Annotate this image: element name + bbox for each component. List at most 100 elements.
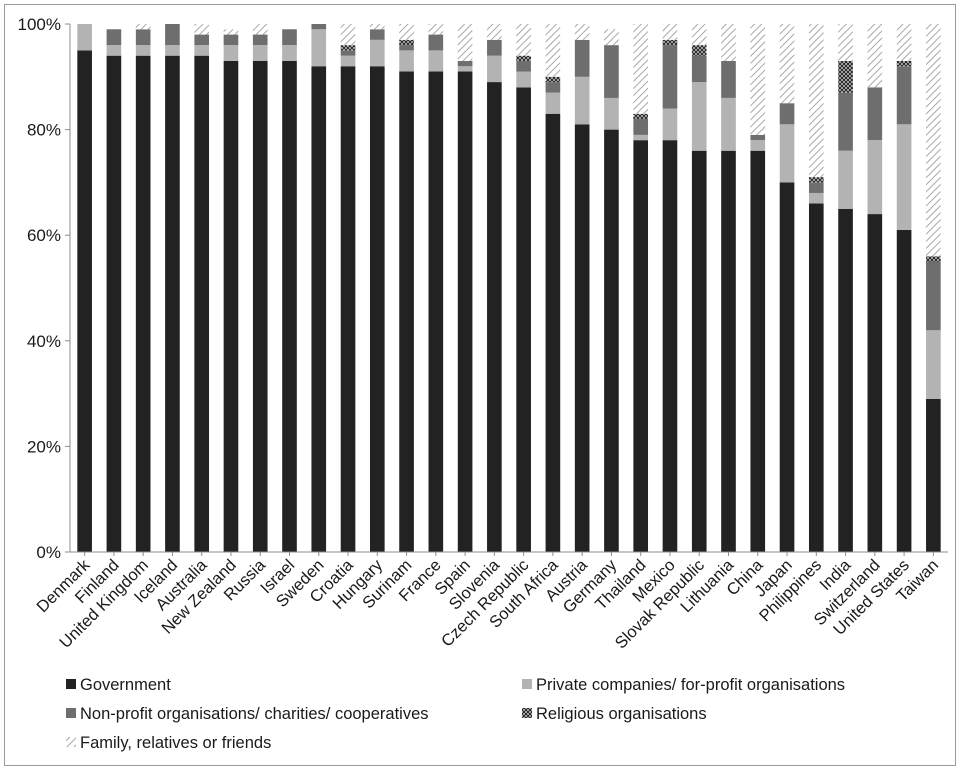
bar-government-united-states	[896, 229, 912, 553]
bar-non-profit-organisations-france	[428, 34, 444, 51]
bar-non-profit-organisations-israel	[282, 29, 297, 46]
bar-family-relatives-or-friends-germany	[604, 29, 619, 46]
legend-label: Private companies/ for-profit organisati…	[536, 676, 845, 694]
bar-private-companies-hungary	[369, 39, 385, 67]
bar-government-new-zealand	[223, 60, 239, 553]
bar-government-croatia	[340, 66, 356, 553]
legend-item-non-profit-organisations: Non-profit organisations/ charities/ coo…	[66, 705, 429, 723]
bar-private-companies-czech-republic	[516, 71, 531, 88]
bar-government-czech-republic	[516, 87, 531, 553]
bar-government-taiwan	[926, 398, 941, 552]
bar-non-profit-organisations-south-africa	[545, 82, 561, 93]
bar-private-companies-united-kingdom	[135, 45, 151, 56]
bar-non-profit-organisations-finland	[106, 29, 122, 46]
bar-stack-thailand	[633, 24, 649, 552]
bar-government-finland	[106, 55, 122, 553]
bar-government-hungary	[369, 66, 385, 553]
bar-private-companies-china	[750, 140, 766, 151]
bar-government-slovak-republic	[691, 150, 707, 552]
bar-non-profit-organisations-lithuania	[721, 60, 736, 98]
bar-government-south-africa	[545, 113, 561, 552]
y-tick-label: 0%	[36, 543, 61, 562]
legend: Government Private companies/ for-profit …	[66, 676, 845, 752]
bar-stack-japan	[779, 24, 795, 552]
bar-government-germany	[604, 129, 619, 552]
bar-family-relatives-or-friends-australia	[194, 24, 210, 35]
bar-family-relatives-or-friends-china	[750, 24, 766, 135]
bar-stack-sweden	[311, 24, 327, 553]
bar-family-relatives-or-friends-mexico	[662, 24, 678, 40]
bar-government-japan	[779, 182, 795, 552]
bar-stack-croatia	[340, 24, 356, 553]
y-tick-label: 60%	[27, 226, 61, 245]
bar-stack-czech-republic	[516, 24, 531, 553]
bar-non-profit-organisations-australia	[194, 34, 210, 46]
bar-stack-spain	[457, 24, 473, 553]
bar-non-profit-organisations-spain	[457, 60, 473, 67]
bar-non-profit-organisations-austria	[574, 39, 590, 77]
bar-government-slovenia	[487, 82, 502, 552]
legend-item-family-relatives-or-friends: Family, relatives or friends	[66, 734, 271, 752]
bar-stack-south-africa	[545, 24, 561, 552]
bar-private-companies-south-africa	[545, 92, 561, 114]
bar-religious-organisations-thailand	[633, 113, 649, 120]
bar-non-profit-organisations-united-kingdom	[135, 29, 151, 46]
bar-non-profit-organisations-iceland	[165, 24, 180, 46]
bar-government-china	[750, 150, 766, 552]
bar-family-relatives-or-friends-united-states	[896, 24, 912, 61]
bar-government-united-kingdom	[135, 55, 151, 553]
bar-private-companies-slovak-republic	[691, 82, 707, 151]
bar-private-companies-switzerland	[867, 140, 883, 215]
bar-family-relatives-or-friends-russia	[252, 24, 268, 35]
bar-stack-hungary	[369, 24, 385, 553]
bar-non-profit-organisations-china	[750, 134, 766, 141]
bar-government-russia	[252, 60, 268, 553]
bar-stack-finland	[106, 29, 122, 553]
bar-government-mexico	[662, 140, 678, 552]
bar-private-companies-slovenia	[487, 55, 502, 83]
bar-private-companies-philippines	[808, 192, 824, 204]
bar-family-relatives-or-friends-slovak-republic	[691, 24, 707, 46]
bar-stack-russia	[252, 24, 268, 553]
legend-item-private-companies: Private companies/ for-profit organisati…	[522, 676, 845, 694]
bar-stack-australia	[194, 24, 210, 553]
bar-stack-germany	[604, 29, 619, 552]
bar-government-australia	[194, 55, 210, 553]
bar-religious-organisations-south-africa	[545, 76, 561, 83]
bar-family-relatives-or-friends-croatia	[340, 24, 356, 46]
y-tick-label: 40%	[27, 332, 61, 351]
bar-government-lithuania	[721, 150, 736, 552]
bar-stack-israel	[282, 29, 297, 553]
bar-stack-china	[750, 24, 766, 552]
legend-swatch	[66, 708, 76, 718]
bar-family-relatives-or-friends-surinam	[399, 24, 414, 40]
bar-non-profit-organisations-india	[838, 92, 853, 151]
bar-family-relatives-or-friends-lithuania	[721, 24, 736, 61]
bar-private-companies-mexico	[662, 108, 678, 141]
bar-non-profit-organisations-mexico	[662, 45, 678, 109]
bar-government-iceland	[165, 55, 180, 553]
bar-family-relatives-or-friends-switzerland	[867, 24, 883, 88]
bar-non-profit-organisations-taiwan	[926, 261, 941, 331]
bar-family-relatives-or-friends-new-zealand	[223, 29, 239, 35]
bar-government-france	[428, 71, 444, 553]
bar-religious-organisations-mexico	[662, 39, 678, 46]
bar-religious-organisations-taiwan	[926, 256, 941, 262]
bar-family-relatives-or-friends-france	[428, 24, 444, 35]
bar-private-companies-iceland	[165, 45, 180, 56]
bar-non-profit-organisations-sweden	[311, 24, 327, 30]
y-tick-label: 20%	[27, 437, 61, 456]
bars	[77, 24, 941, 553]
bar-family-relatives-or-friends-india	[838, 24, 853, 61]
legend-swatch	[522, 679, 532, 689]
bar-government-sweden	[311, 66, 327, 553]
bar-stack-lithuania	[721, 24, 736, 552]
bar-non-profit-organisations-thailand	[633, 119, 649, 135]
bar-private-companies-lithuania	[721, 97, 736, 151]
bar-stack-india	[838, 24, 853, 553]
bar-family-relatives-or-friends-philippines	[808, 24, 824, 178]
bar-private-companies-thailand	[633, 134, 649, 141]
bar-family-relatives-or-friends-taiwan	[926, 24, 941, 257]
